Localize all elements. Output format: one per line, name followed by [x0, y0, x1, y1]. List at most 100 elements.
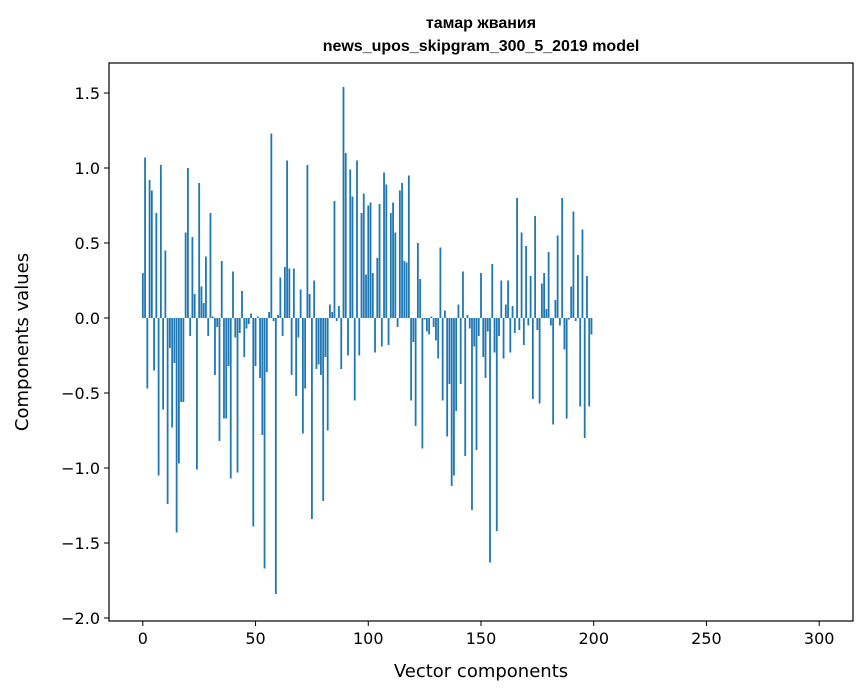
bar [335, 318, 338, 321]
bar [529, 276, 532, 318]
bar [259, 318, 261, 378]
bar [378, 204, 381, 318]
bar [182, 318, 185, 402]
bar [171, 318, 174, 428]
bar [166, 318, 169, 504]
bar [295, 318, 298, 396]
bar [184, 232, 187, 318]
bar [414, 318, 417, 426]
bar [473, 318, 476, 347]
bar [405, 262, 408, 318]
bar [572, 211, 575, 318]
bar [394, 232, 397, 318]
bar [565, 318, 568, 419]
bar [380, 318, 383, 347]
y-tick-label: −1.0 [61, 459, 100, 478]
bar [265, 318, 268, 372]
bar [549, 318, 552, 326]
x-axis-label: Vector components [394, 661, 568, 682]
x-tick-label: 50 [245, 629, 265, 648]
bar [281, 318, 284, 336]
bar [455, 318, 458, 411]
bar [326, 318, 329, 431]
bar [272, 318, 275, 321]
bar [360, 213, 363, 318]
bar [577, 255, 579, 318]
bar [168, 318, 171, 348]
bar [250, 313, 252, 318]
bar [191, 237, 194, 318]
bar [353, 318, 356, 401]
bar [209, 213, 212, 318]
bar [536, 318, 539, 330]
bar [196, 318, 198, 470]
bar [243, 318, 246, 357]
bar [157, 318, 160, 476]
bar [211, 316, 214, 318]
bar [462, 271, 464, 318]
bar [317, 318, 320, 365]
x-tick-label: 250 [691, 629, 722, 648]
plot-area-frame [108, 62, 854, 622]
bar [581, 229, 584, 318]
bar [187, 168, 189, 318]
bar [444, 310, 446, 318]
bar [453, 318, 455, 476]
bar [351, 196, 354, 318]
x-tick-label: 100 [353, 629, 384, 648]
bar [189, 318, 192, 336]
bar [340, 318, 343, 369]
bars [141, 87, 593, 594]
bar [468, 318, 471, 329]
bar [387, 318, 390, 345]
bar [416, 243, 419, 318]
bar [292, 268, 295, 318]
bar [545, 309, 548, 318]
bar [448, 318, 451, 384]
bar [241, 291, 243, 318]
bar [150, 190, 153, 318]
bar [527, 318, 530, 326]
bar [175, 318, 178, 533]
bar [407, 175, 410, 318]
bar [502, 318, 505, 359]
bar [205, 256, 207, 318]
bar [432, 318, 435, 327]
bar [568, 318, 570, 320]
bar [288, 268, 291, 318]
bar [214, 318, 216, 375]
bar [155, 213, 158, 318]
bar [365, 274, 367, 318]
bar [193, 294, 196, 318]
bar [202, 303, 205, 318]
y-tick-label: 1.0 [75, 159, 100, 178]
bar [486, 318, 489, 332]
bar [358, 318, 361, 356]
bar [146, 318, 149, 389]
bar [459, 318, 462, 384]
bar [223, 318, 225, 419]
bar [495, 318, 498, 531]
bar [320, 318, 322, 375]
bar [538, 318, 541, 404]
bar [543, 273, 546, 318]
bar [374, 318, 376, 353]
bar [484, 318, 487, 378]
bar [376, 258, 379, 318]
bar [403, 261, 406, 318]
bar [554, 300, 557, 318]
x-tick-label: 150 [466, 629, 497, 648]
bar [236, 318, 239, 473]
x-axis-ticks: 0 50 100 150 200 250 300 [138, 621, 834, 648]
bar [401, 183, 403, 318]
y-tick-label: −1.5 [61, 534, 100, 553]
bar [590, 318, 593, 335]
bar [263, 318, 266, 569]
bar [457, 304, 460, 318]
bar [148, 180, 151, 318]
bar [482, 318, 485, 357]
bar [570, 286, 573, 318]
y-axis-ticks: −2.0 −1.5 −1.0 −0.5 0.0 0.5 1.0 1.5 [61, 84, 109, 628]
bar [389, 213, 392, 318]
